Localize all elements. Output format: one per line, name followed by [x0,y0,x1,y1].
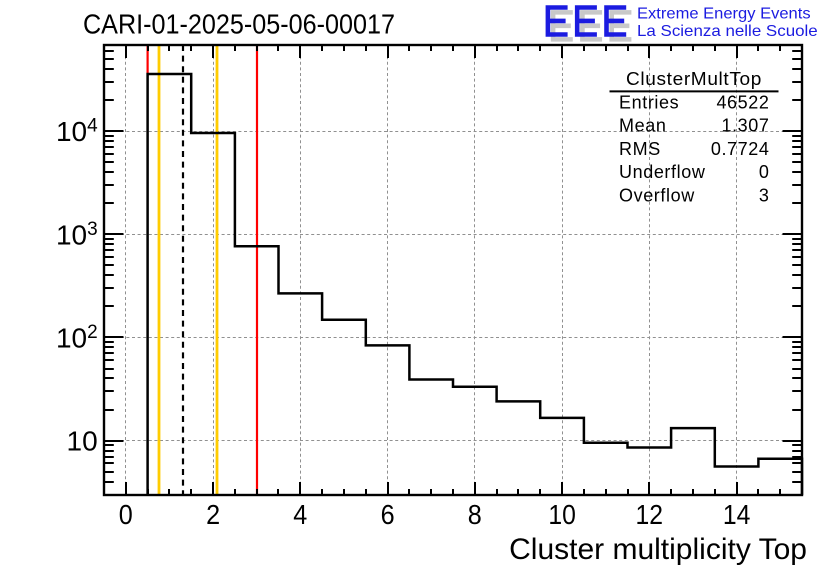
svg-text:ClusterMultTop: ClusterMultTop [626,69,762,89]
svg-text:10: 10 [548,499,576,530]
svg-text:10: 10 [67,426,98,457]
svg-text:Cluster multiplicity Top: Cluster multiplicity Top [509,533,807,566]
svg-text:Mean: Mean [619,116,666,136]
svg-text:Overflow: Overflow [619,186,695,206]
svg-text:0.7724: 0.7724 [711,139,770,159]
svg-text:0: 0 [119,499,133,530]
svg-text:Entries: Entries [619,92,679,112]
svg-text:14: 14 [723,499,751,530]
svg-text:CARI-01-2025-05-06-00017: CARI-01-2025-05-06-00017 [83,9,395,40]
svg-text:3: 3 [759,186,770,206]
svg-text:8: 8 [468,499,482,530]
svg-text:Underflow: Underflow [619,162,706,182]
svg-text:Extreme Energy Events: Extreme Energy Events [637,5,811,22]
svg-text:RMS: RMS [619,139,661,159]
svg-text:2: 2 [206,499,220,530]
svg-text:0: 0 [759,162,770,182]
svg-text:La Scienza nelle Scuole: La Scienza nelle Scuole [637,23,818,40]
svg-text:12: 12 [636,499,664,530]
svg-text:46522: 46522 [716,92,769,112]
svg-text:4: 4 [293,499,307,530]
svg-text:1.307: 1.307 [721,116,769,136]
svg-text:6: 6 [381,499,395,530]
